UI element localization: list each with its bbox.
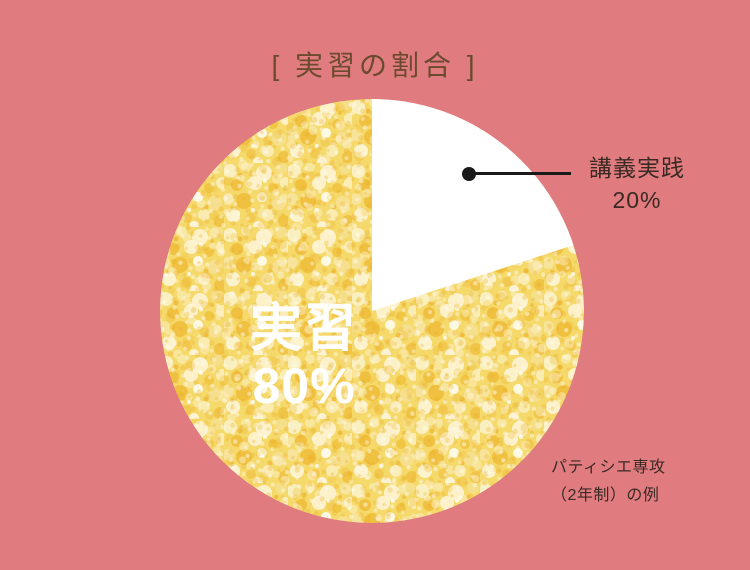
footnote-line-2: （2年制）の例 <box>551 487 660 504</box>
pie-label-lecture-name: 講義実践 <box>589 155 685 181</box>
footnote-line-1: パティシエ専攻 <box>551 459 666 476</box>
footnote: パティシエ専攻 （2年制）の例 <box>551 454 666 510</box>
dot-marker-icon <box>462 167 476 181</box>
pie-label-lecture: 講義実践 20% <box>578 152 696 216</box>
pie-chart-svg <box>160 99 584 523</box>
page-title: [ 実習の割合 ] <box>271 50 479 81</box>
leader-line-icon <box>472 172 571 175</box>
pie-slice-lecture <box>372 99 583 311</box>
pie-label-lecture-value: 20% <box>612 187 662 213</box>
pie-chart <box>160 99 584 523</box>
